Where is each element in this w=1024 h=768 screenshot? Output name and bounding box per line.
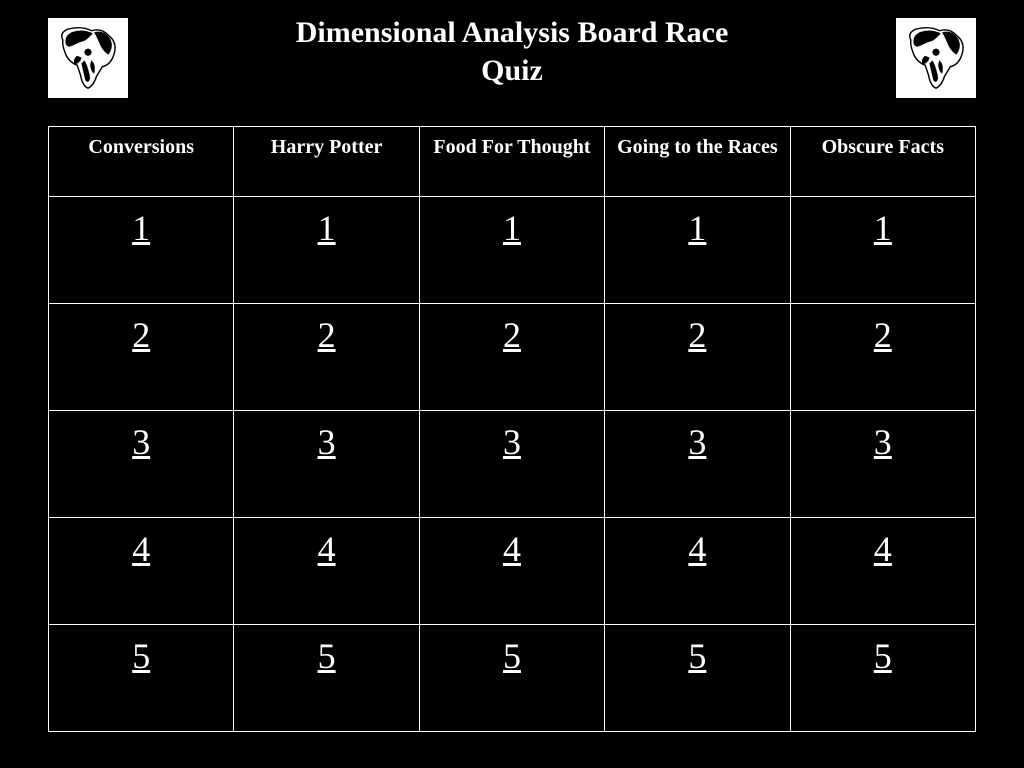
board-cell: 4 bbox=[605, 518, 790, 625]
question-link[interactable]: 2 bbox=[874, 314, 892, 356]
category-header: Conversions bbox=[49, 127, 234, 197]
category-label: Obscure Facts bbox=[822, 136, 944, 158]
board-table: Conversions Harry Potter Food For Though… bbox=[48, 126, 976, 732]
question-link[interactable]: 2 bbox=[688, 314, 706, 356]
board-cell: 3 bbox=[419, 411, 604, 518]
board-row: 2 2 2 2 2 bbox=[49, 304, 976, 411]
board-cell: 2 bbox=[234, 304, 419, 411]
board-cell: 1 bbox=[605, 197, 790, 304]
board-row: 3 3 3 3 3 bbox=[49, 411, 976, 518]
board-cell: 3 bbox=[49, 411, 234, 518]
question-link[interactable]: 4 bbox=[874, 528, 892, 570]
board-cell: 1 bbox=[234, 197, 419, 304]
category-header: Harry Potter bbox=[234, 127, 419, 197]
board-cell: 1 bbox=[49, 197, 234, 304]
board-cell: 2 bbox=[419, 304, 604, 411]
category-header: Food For Thought bbox=[419, 127, 604, 197]
category-header: Going to the Races bbox=[605, 127, 790, 197]
question-link[interactable]: 4 bbox=[132, 528, 150, 570]
board-cell: 1 bbox=[419, 197, 604, 304]
board-cell: 2 bbox=[790, 304, 975, 411]
board-cell: 4 bbox=[49, 518, 234, 625]
board-row: 1 1 1 1 1 bbox=[49, 197, 976, 304]
board-cell: 4 bbox=[790, 518, 975, 625]
board-cell: 5 bbox=[605, 625, 790, 732]
category-label: Food For Thought bbox=[433, 136, 590, 158]
question-link[interactable]: 1 bbox=[874, 207, 892, 249]
category-label: Conversions bbox=[88, 136, 194, 158]
game-board: Conversions Harry Potter Food For Though… bbox=[0, 126, 1024, 732]
board-cell: 5 bbox=[234, 625, 419, 732]
question-link[interactable]: 3 bbox=[318, 421, 336, 463]
board-cell: 3 bbox=[605, 411, 790, 518]
board-row: 5 5 5 5 5 bbox=[49, 625, 976, 732]
board-cell: 2 bbox=[605, 304, 790, 411]
title-line-2: Quiz bbox=[481, 54, 543, 87]
question-link[interactable]: 4 bbox=[688, 528, 706, 570]
board-cell: 3 bbox=[234, 411, 419, 518]
question-link[interactable]: 5 bbox=[318, 635, 336, 677]
category-label: Going to the Races bbox=[617, 136, 778, 158]
question-link[interactable]: 5 bbox=[688, 635, 706, 677]
viking-head-icon-left bbox=[48, 18, 128, 98]
board-cell: 5 bbox=[49, 625, 234, 732]
question-link[interactable]: 1 bbox=[318, 207, 336, 249]
title-line-1: Dimensional Analysis Board Race bbox=[296, 16, 729, 49]
board-row: 4 4 4 4 4 bbox=[49, 518, 976, 625]
question-link[interactable]: 2 bbox=[318, 314, 336, 356]
question-link[interactable]: 5 bbox=[874, 635, 892, 677]
question-link[interactable]: 3 bbox=[503, 421, 521, 463]
board-cell: 5 bbox=[790, 625, 975, 732]
question-link[interactable]: 5 bbox=[503, 635, 521, 677]
viking-head-icon bbox=[900, 22, 972, 94]
question-link[interactable]: 1 bbox=[132, 207, 150, 249]
viking-head-icon-right bbox=[896, 18, 976, 98]
board-body: 1 1 1 1 1 2 2 2 2 2 3 3 3 3 3 4 bbox=[49, 197, 976, 732]
viking-head-icon bbox=[52, 22, 124, 94]
category-row: Conversions Harry Potter Food For Though… bbox=[49, 127, 976, 197]
board-cell: 1 bbox=[790, 197, 975, 304]
board-cell: 4 bbox=[234, 518, 419, 625]
question-link[interactable]: 4 bbox=[503, 528, 521, 570]
category-header: Obscure Facts bbox=[790, 127, 975, 197]
board-cell: 4 bbox=[419, 518, 604, 625]
question-link[interactable]: 3 bbox=[688, 421, 706, 463]
question-link[interactable]: 4 bbox=[318, 528, 336, 570]
question-link[interactable]: 2 bbox=[503, 314, 521, 356]
board-cell: 5 bbox=[419, 625, 604, 732]
board-cell: 3 bbox=[790, 411, 975, 518]
question-link[interactable]: 1 bbox=[688, 207, 706, 249]
question-link[interactable]: 1 bbox=[503, 207, 521, 249]
board-cell: 2 bbox=[49, 304, 234, 411]
question-link[interactable]: 2 bbox=[132, 314, 150, 356]
question-link[interactable]: 5 bbox=[132, 635, 150, 677]
header: Dimensional Analysis Board Race Quiz bbox=[0, 0, 1024, 126]
page-title: Dimensional Analysis Board Race Quiz bbox=[128, 10, 896, 89]
question-link[interactable]: 3 bbox=[132, 421, 150, 463]
category-label: Harry Potter bbox=[271, 136, 383, 158]
question-link[interactable]: 3 bbox=[874, 421, 892, 463]
